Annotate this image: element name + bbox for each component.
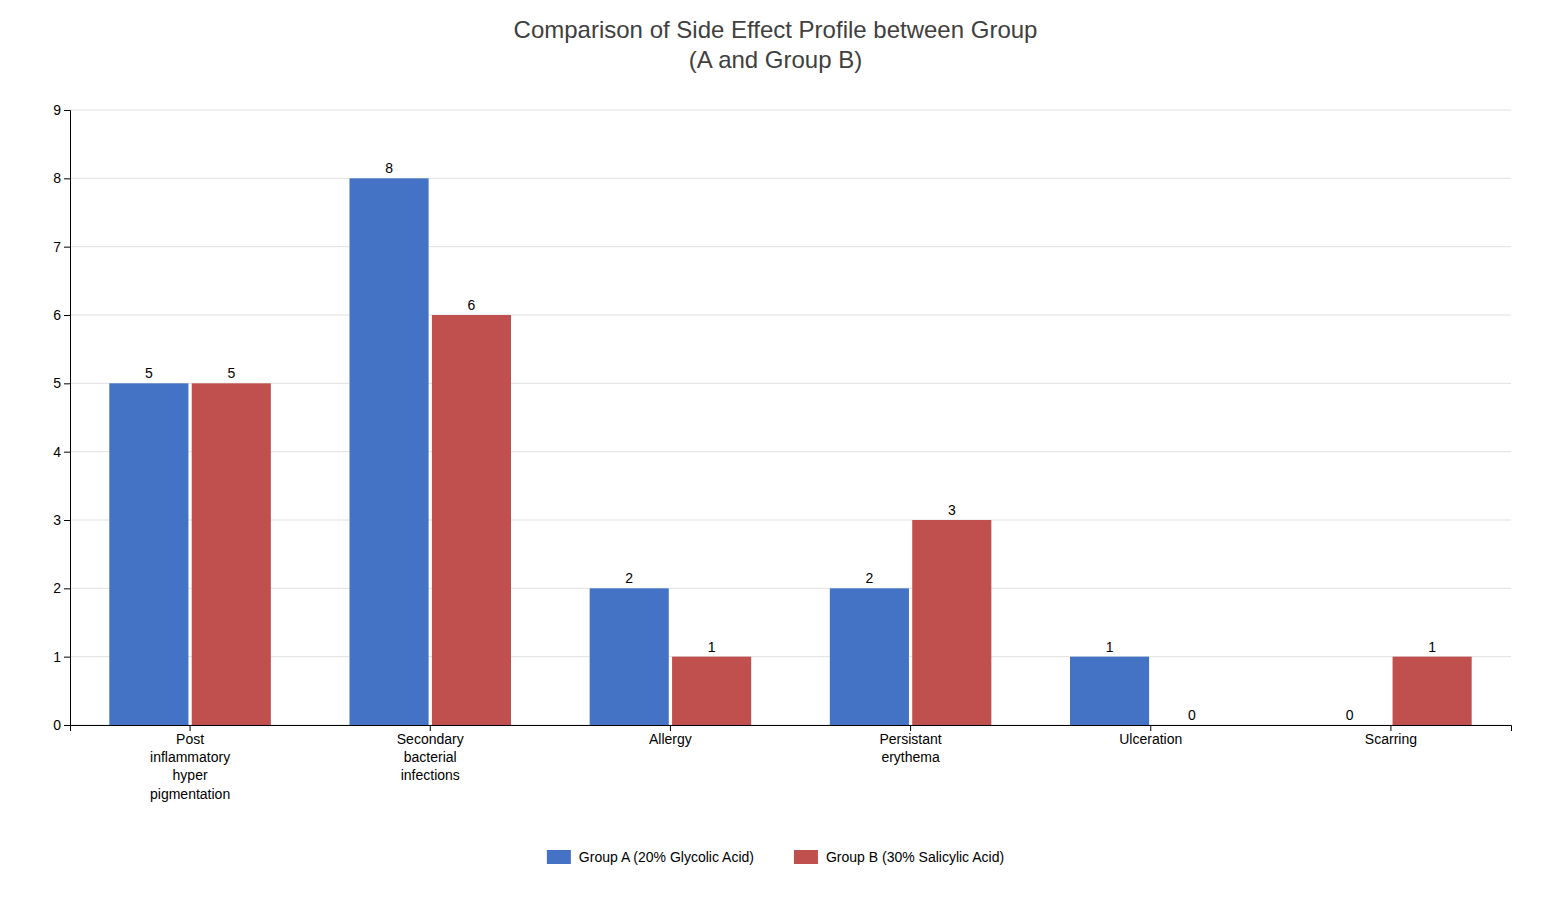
tick: 2 (53, 580, 70, 596)
data-label: 2 (865, 570, 873, 586)
tick: Persistanterythema (879, 725, 941, 765)
tick-label: Ulceration (1119, 731, 1182, 747)
data-label: 1 (708, 639, 716, 655)
grid-line (70, 520, 1511, 521)
tick-label: 7 (53, 239, 61, 255)
tick-label: 6 (53, 307, 61, 323)
tick: Scarring (1365, 725, 1417, 747)
legend-label: Group A (20% Glycolic Acid) (579, 849, 754, 865)
title: Comparison of Side Effect Profile betwee… (514, 16, 1038, 73)
data-label: 3 (948, 502, 956, 518)
grid (70, 110, 1511, 725)
bar (672, 657, 751, 725)
tick-mark (64, 383, 70, 384)
axis-line (71, 726, 1512, 732)
tick: Secondarybacterialinfections (397, 725, 464, 783)
tick-label: 8 (53, 170, 61, 186)
tick-mark (64, 110, 70, 111)
tick-label: 4 (53, 444, 61, 460)
data-label: 6 (468, 297, 476, 313)
tick: Allergy (649, 725, 692, 747)
bar (349, 178, 428, 725)
bar (912, 520, 991, 725)
tick-mark (64, 315, 70, 316)
data-label: 1 (1428, 639, 1436, 655)
tick-mark (64, 725, 70, 726)
tick: 9 (53, 102, 70, 118)
tick: 1 (53, 649, 70, 665)
bars (109, 178, 1471, 725)
tick: Postinflammatoryhyperpigmentation (150, 725, 230, 802)
tick-label: 3 (53, 512, 61, 528)
grid-line (70, 110, 1511, 111)
plot: 5 8 2 2 1 0 5 6 1 3 0 1 0 1 2 3 4 5 6 7 8 9 Postinflammatoryhy… (53, 102, 1511, 802)
tick: 5 (53, 375, 70, 391)
legend-label: Group B (30% Salicylic Acid) (826, 849, 1004, 865)
tick-label: Allergy (649, 731, 692, 747)
tick-label: 9 (53, 102, 61, 118)
bar (830, 588, 909, 725)
grid-line (70, 383, 1511, 384)
legend-swatch (794, 850, 818, 864)
chart: Comparison of Side Effect Profile betwee… (0, 0, 1551, 915)
tick: 8 (53, 170, 70, 186)
tick: 6 (53, 307, 70, 323)
tick-label: Persistanterythema (879, 731, 941, 765)
bar (1310, 725, 1389, 726)
tick-label: 5 (53, 375, 61, 391)
y-axis: 0 1 2 3 4 5 6 7 8 9 (53, 102, 70, 733)
data-labels: 5 8 2 2 1 0 5 6 1 3 0 1 (145, 160, 1436, 723)
bar (432, 315, 511, 725)
series (109, 178, 1149, 725)
data-label: 8 (385, 160, 393, 176)
bar (1393, 657, 1472, 725)
legend-item: Group B (30% Salicylic Acid) (794, 849, 1004, 865)
grid-line (70, 315, 1511, 316)
tick-mark (64, 452, 70, 453)
tick: 7 (53, 239, 70, 255)
data-label: 0 (1188, 707, 1196, 723)
axis-line (64, 111, 71, 726)
bar (109, 383, 188, 725)
grid-line (70, 451, 1511, 452)
bar (1152, 725, 1231, 726)
bar (590, 588, 669, 725)
tick-mark (64, 520, 70, 521)
data-label: 5 (227, 365, 235, 381)
tick: 4 (53, 444, 70, 460)
legend-item: Group A (20% Glycolic Acid) (547, 849, 754, 865)
tick-label: 0 (53, 717, 61, 733)
tick: 0 (53, 717, 70, 733)
tick-label: Postinflammatoryhyperpigmentation (150, 731, 230, 802)
data-label: 5 (145, 365, 153, 381)
tick-mark (64, 588, 70, 589)
grid-line (70, 656, 1511, 657)
grid-line (70, 246, 1511, 247)
tick: Ulceration (1119, 725, 1182, 747)
grid-line (70, 588, 1511, 589)
bar (1070, 657, 1149, 725)
tick-mark (64, 657, 70, 658)
bar (192, 383, 271, 725)
data-label: 2 (625, 570, 633, 586)
data-label: 0 (1346, 707, 1354, 723)
tick-mark (64, 247, 70, 248)
legend: Group A (20% Glycolic Acid) Group B (30% … (547, 849, 1004, 865)
data-label: 1 (1106, 639, 1114, 655)
tick: 3 (53, 512, 70, 528)
tick-label: 1 (53, 649, 61, 665)
legend-swatch (547, 850, 571, 864)
x-axis: Postinflammatoryhyperpigmentation Seconda… (71, 725, 1512, 802)
grid-line (70, 178, 1511, 179)
series (192, 315, 1472, 725)
tick-mark (64, 178, 70, 179)
tick-label: Scarring (1365, 731, 1417, 747)
tick-label: 2 (53, 580, 61, 596)
tick-label: Secondarybacterialinfections (397, 731, 464, 783)
